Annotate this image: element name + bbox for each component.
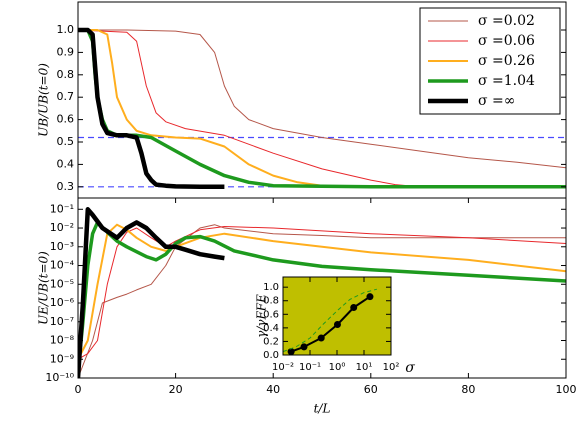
y-tick-label: 0.8 bbox=[263, 296, 279, 307]
y-tick-label: 10⁻⁸ bbox=[50, 334, 75, 347]
x-tick-label: 10⁰ bbox=[329, 362, 346, 373]
x-tick-label: 100 bbox=[556, 383, 577, 396]
x-tick-label: 20 bbox=[169, 383, 183, 396]
y-label: UE/UB(t=0) bbox=[37, 251, 51, 325]
y-tick-label: 10⁻³ bbox=[50, 240, 74, 253]
plot-area bbox=[283, 277, 391, 355]
y-tick-label: 0.6 bbox=[263, 309, 279, 320]
plot-frame bbox=[282, 276, 392, 356]
data-line bbox=[78, 220, 566, 373]
y-tick-label: 10⁻² bbox=[50, 221, 74, 234]
data-point bbox=[287, 348, 295, 356]
legend-label: σ =∞ bbox=[478, 93, 515, 109]
y-tick-label: 10⁻¹⁰ bbox=[45, 371, 74, 384]
y-tick-label: 10⁻⁶ bbox=[50, 296, 75, 309]
x-tick-label: 40 bbox=[266, 383, 280, 396]
y-tick-label: 0.4 bbox=[57, 157, 75, 170]
inset-y-label: γ/γFFE bbox=[255, 294, 269, 338]
x-tick-label: 0 bbox=[75, 383, 82, 396]
legend-label: σ =0.26 bbox=[478, 53, 535, 69]
y-tick-label: 1.0 bbox=[263, 282, 279, 293]
data-point bbox=[333, 320, 341, 328]
data-point bbox=[317, 334, 325, 342]
y-tick-label: 10⁻⁴ bbox=[50, 259, 75, 272]
x-tick-label: 10⁻² bbox=[272, 362, 294, 373]
y-tick-label: 0.8 bbox=[57, 68, 75, 81]
legend-label: σ =0.06 bbox=[478, 33, 535, 49]
y-tick-label: 0.2 bbox=[263, 336, 279, 347]
data-line bbox=[78, 29, 566, 188]
y-tick-label: 10⁻⁷ bbox=[50, 315, 74, 328]
y-tick-label: 0.9 bbox=[57, 45, 75, 58]
data-line bbox=[78, 223, 566, 360]
data-line bbox=[78, 29, 566, 169]
x-label: t/L bbox=[314, 402, 331, 416]
data-point bbox=[300, 343, 308, 351]
data-point bbox=[366, 293, 374, 301]
x-tick-label: 80 bbox=[461, 383, 475, 396]
y-tick-label: 0.5 bbox=[57, 135, 75, 148]
y-tick-label: 0.7 bbox=[57, 90, 75, 103]
y-tick-label: 10⁻¹ bbox=[50, 202, 74, 215]
y-label: UB/UB(t=0) bbox=[37, 63, 51, 137]
data-point bbox=[350, 304, 358, 312]
y-tick-label: 0.0 bbox=[263, 350, 279, 361]
x-tick-label: 10¹ bbox=[356, 362, 373, 373]
x-tick-label: 60 bbox=[364, 383, 378, 396]
legend-label: σ =1.04 bbox=[478, 73, 535, 89]
data-line bbox=[78, 27, 225, 190]
y-tick-label: 0.6 bbox=[57, 113, 75, 126]
inset-x-label: σ bbox=[405, 360, 415, 376]
x-tick-label: 10² bbox=[383, 362, 400, 373]
data-line bbox=[78, 207, 225, 378]
plot-frame bbox=[77, 197, 567, 379]
y-tick-label: 10⁻⁵ bbox=[50, 277, 74, 290]
legend-label: σ =0.02 bbox=[478, 13, 535, 29]
y-tick-label: 10⁻⁹ bbox=[50, 352, 74, 365]
y-tick-label: 1.0 bbox=[57, 23, 75, 36]
x-tick-label: 10⁻¹ bbox=[299, 362, 321, 373]
data-line bbox=[283, 288, 378, 353]
y-tick-label: 0.4 bbox=[263, 323, 279, 334]
y-tick-label: 0.3 bbox=[57, 180, 75, 193]
